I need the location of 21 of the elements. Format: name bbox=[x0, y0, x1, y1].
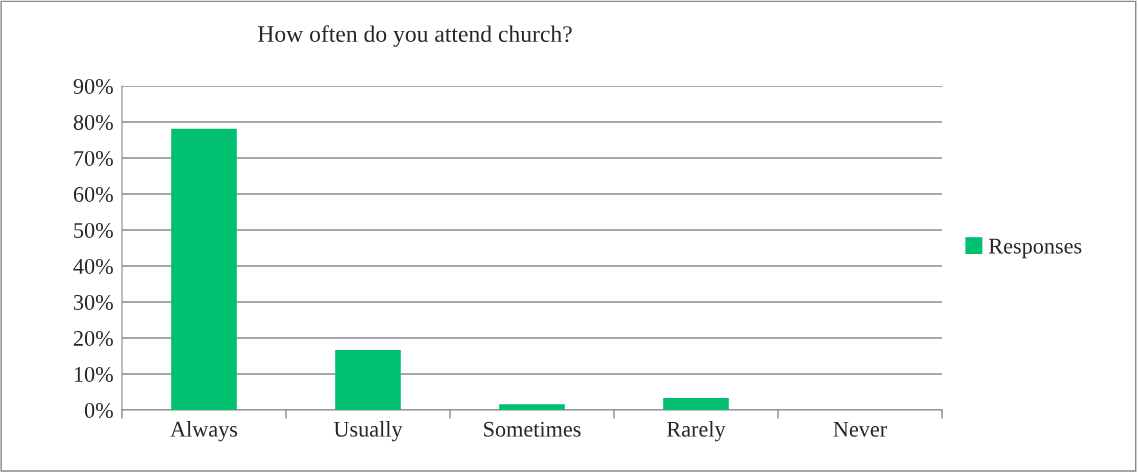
y-tick-label: 90% bbox=[73, 78, 113, 94]
y-tick-label: 60% bbox=[73, 186, 113, 202]
chart-title: How often do you attend church? bbox=[257, 25, 572, 47]
y-tick-label: 70% bbox=[74, 150, 113, 166]
bar bbox=[335, 349, 401, 410]
x-tick-label: Rarely bbox=[667, 421, 726, 442]
y-tick-label: 40% bbox=[73, 258, 113, 274]
bar bbox=[499, 404, 565, 410]
bar bbox=[171, 128, 237, 410]
y-tick-label: 50% bbox=[74, 222, 113, 238]
x-tick-label: Usually bbox=[333, 421, 403, 442]
x-tick-label: Never bbox=[833, 421, 887, 437]
x-tick-label: Always bbox=[170, 421, 238, 442]
y-tick-label: 80% bbox=[73, 114, 113, 130]
y-tick-label: 30% bbox=[74, 294, 113, 310]
y-tick-label: 0% bbox=[84, 402, 113, 418]
x-tick-label: Sometimes bbox=[484, 421, 581, 437]
legend-label: Responses bbox=[988, 238, 1082, 259]
y-tick-label: 20% bbox=[73, 330, 113, 346]
bar bbox=[663, 398, 729, 410]
y-tick-label: 10% bbox=[74, 366, 113, 382]
